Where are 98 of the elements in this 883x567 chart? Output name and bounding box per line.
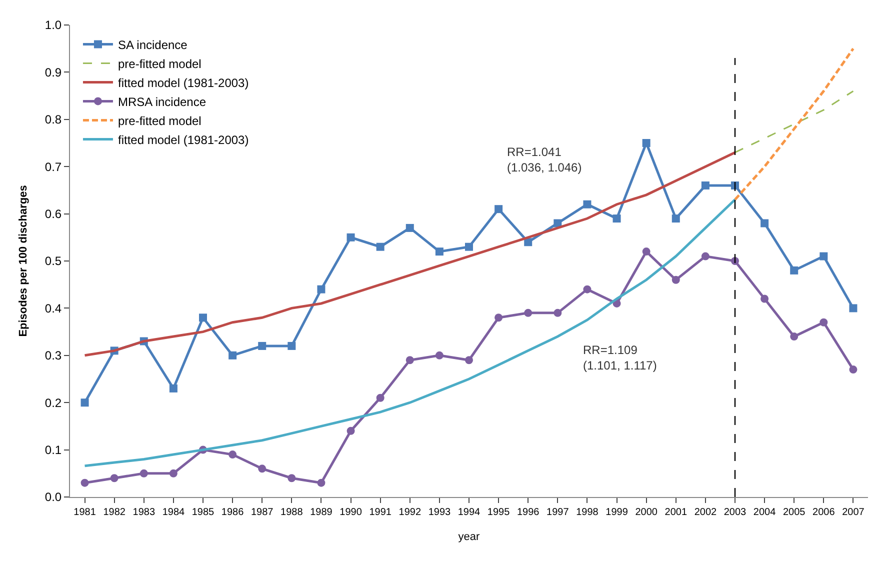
y-tick-label: 0.9 [44, 65, 62, 80]
x-tick-label: 1984 [162, 507, 185, 518]
point [110, 474, 118, 482]
point [790, 266, 798, 274]
x-tick-label: 1994 [458, 507, 481, 518]
point [406, 356, 414, 364]
x-tick-label: 2003 [724, 507, 747, 518]
x-tick-label: 1986 [221, 507, 244, 518]
point [169, 384, 178, 392]
point [494, 314, 503, 322]
x-tick-label: 1997 [546, 507, 570, 518]
point [346, 426, 355, 435]
point [672, 214, 680, 223]
legend-label: fitted model (1981-2003) [118, 76, 249, 90]
legend-label: pre-fitted model [118, 114, 202, 128]
x-axis-title: year [458, 531, 480, 544]
point [376, 394, 384, 402]
y-tick-label: 0.2 [44, 396, 62, 410]
x-tick-label: 1989 [310, 507, 333, 518]
point [554, 219, 562, 228]
point [80, 398, 89, 407]
point [435, 351, 444, 360]
point [820, 252, 828, 260]
point [258, 342, 266, 350]
y-tick-label: 0.8 [44, 112, 62, 127]
x-tick-label: 1987 [250, 507, 274, 518]
point [288, 474, 296, 482]
x-tick-label: 1983 [132, 507, 156, 518]
x-tick-label: 2005 [782, 507, 806, 518]
point [465, 356, 473, 364]
x-tick-label: 1990 [340, 507, 362, 518]
y-tick-label: 0.4 [44, 301, 62, 316]
point [346, 233, 355, 242]
y-tick-label: 0.3 [44, 348, 62, 363]
point [790, 332, 798, 341]
point [435, 248, 444, 256]
point [701, 252, 710, 260]
x-tick-label: 1993 [428, 507, 451, 518]
y-tick-label: 0.5 [44, 254, 62, 268]
point [701, 181, 710, 190]
point [376, 242, 384, 251]
y-tick-label: 0.7 [44, 160, 62, 174]
point [288, 342, 296, 350]
x-tick-label: 1991 [369, 507, 392, 518]
point [760, 294, 769, 303]
point [849, 366, 858, 374]
point [199, 314, 207, 322]
point [494, 205, 503, 214]
x-tick-label: 2006 [812, 507, 836, 518]
x-tick-label: 1999 [606, 507, 628, 518]
x-tick-label: 1992 [398, 507, 422, 518]
x-tick-label: 1998 [576, 507, 599, 518]
x-tick-label: 2000 [635, 507, 658, 518]
point [642, 248, 650, 256]
y-tick-label: 1.0 [44, 18, 62, 32]
point [672, 276, 680, 284]
point [169, 469, 178, 478]
x-tick-label: 1988 [280, 507, 304, 518]
point [406, 224, 414, 232]
point [80, 478, 89, 487]
point [228, 450, 237, 459]
point [760, 219, 769, 228]
x-tick-label: 1982 [103, 507, 126, 518]
point [583, 200, 592, 208]
point [258, 464, 266, 473]
x-tick-label: 1981 [74, 507, 96, 518]
y-axis-title: Episodes per 100 discharges [18, 185, 30, 337]
x-tick-label: 1996 [516, 507, 540, 518]
legend-label: pre-fitted model [118, 56, 202, 71]
x-tick-label: 2007 [842, 507, 865, 518]
point [140, 469, 148, 478]
annotation: RR=1.109 (1.101, 1.117) [583, 343, 657, 373]
point [583, 285, 592, 294]
legend-label: MRSA incidence [118, 94, 206, 109]
point [612, 214, 621, 223]
x-tick-label: 2004 [753, 507, 776, 518]
x-tick-label: 2002 [694, 507, 717, 518]
x-tick-label: 1985 [192, 507, 215, 518]
point [465, 242, 473, 251]
legend-label: fitted model (1981-2003) [118, 132, 249, 147]
x-tick-label: 2001 [664, 507, 688, 518]
point [524, 308, 532, 317]
y-tick-label: 0.1 [44, 443, 62, 457]
point [317, 285, 326, 294]
point [554, 308, 562, 317]
point [642, 139, 650, 147]
point [317, 478, 326, 487]
annotation: RR=1.041 (1.036, 1.046) [507, 145, 582, 175]
point [849, 304, 858, 312]
x-tick-label: 1995 [487, 507, 510, 518]
y-tick-label: 0.0 [44, 490, 62, 504]
legend-label: SA incidence [118, 38, 188, 52]
line-series [84, 198, 736, 468]
line-series [734, 90, 854, 154]
point [228, 351, 237, 360]
y-tick-label: 0.6 [44, 207, 62, 221]
line-series [734, 47, 854, 201]
point [820, 318, 828, 326]
